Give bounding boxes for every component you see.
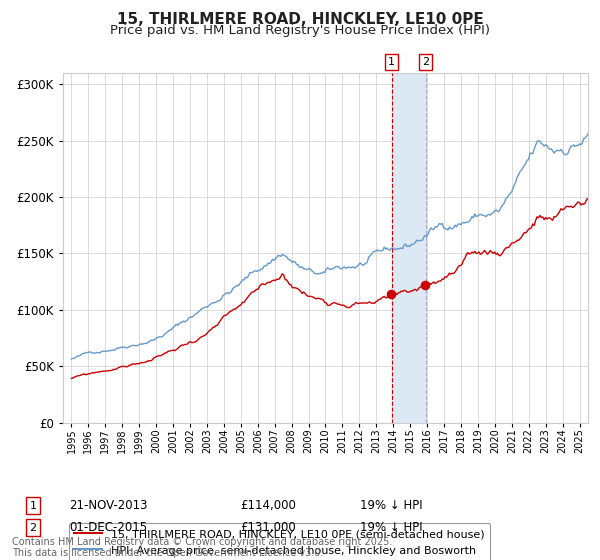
Text: £131,000: £131,000 xyxy=(240,521,296,534)
Text: Price paid vs. HM Land Registry's House Price Index (HPI): Price paid vs. HM Land Registry's House … xyxy=(110,24,490,36)
Legend: 15, THIRLMERE ROAD, HINCKLEY, LE10 0PE (semi-detached house), HPI: Average price: 15, THIRLMERE ROAD, HINCKLEY, LE10 0PE (… xyxy=(68,523,490,560)
Text: 1: 1 xyxy=(29,501,37,511)
Bar xyxy=(392,73,426,423)
Text: 2: 2 xyxy=(29,522,37,533)
Text: 15, THIRLMERE ROAD, HINCKLEY, LE10 0PE: 15, THIRLMERE ROAD, HINCKLEY, LE10 0PE xyxy=(116,12,484,27)
Text: 19% ↓ HPI: 19% ↓ HPI xyxy=(360,499,422,512)
Text: 1: 1 xyxy=(388,57,395,67)
Text: 21-NOV-2013: 21-NOV-2013 xyxy=(69,499,148,512)
Text: 01-DEC-2015: 01-DEC-2015 xyxy=(69,521,147,534)
Point xyxy=(386,290,396,298)
Text: Contains HM Land Registry data © Crown copyright and database right 2025.
This d: Contains HM Land Registry data © Crown c… xyxy=(12,536,392,558)
Text: £114,000: £114,000 xyxy=(240,499,296,512)
Point xyxy=(421,281,430,290)
Text: 2: 2 xyxy=(422,57,430,67)
Text: 19% ↓ HPI: 19% ↓ HPI xyxy=(360,521,422,534)
